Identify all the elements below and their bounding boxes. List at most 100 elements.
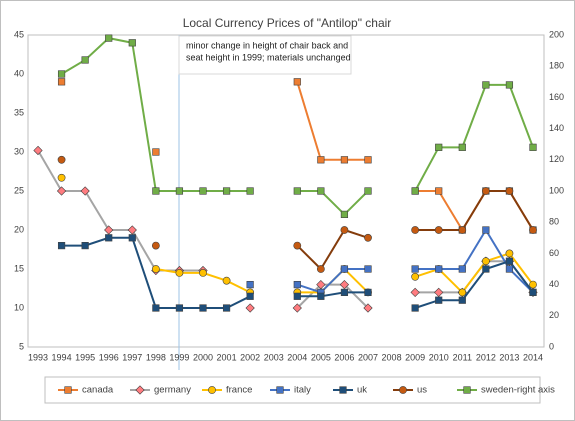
series-line (296, 228, 534, 294)
x-tick-label: 1995 (75, 352, 95, 362)
x-tick-label: 2000 (193, 352, 213, 362)
y-tick-label: 5 (19, 341, 24, 351)
data-point (105, 234, 113, 242)
chart-title: Local Currency Prices of "Antilop" chair (183, 16, 392, 30)
series-line (296, 190, 534, 271)
data-point (199, 304, 207, 312)
y2-tick-label: 200 (549, 29, 564, 39)
y2-tick-label: 120 (549, 154, 564, 164)
data-point (152, 304, 160, 312)
data-point (80, 186, 90, 196)
legend-label: canada (82, 385, 114, 396)
data-point (505, 257, 514, 265)
legend-marker (208, 386, 216, 394)
x-tick-label: 2001 (217, 352, 237, 362)
data-point (152, 187, 160, 195)
y-tick-label: 10 (14, 302, 24, 312)
data-point (458, 288, 467, 297)
data-point (293, 280, 301, 289)
data-point (339, 279, 350, 290)
x-tick-label: 2004 (287, 352, 307, 362)
data-point (529, 143, 537, 151)
x-tick-label: 1997 (122, 352, 142, 362)
legend-marker (64, 386, 72, 394)
data-point (481, 187, 490, 195)
data-point (175, 304, 184, 312)
data-point (411, 226, 420, 234)
data-point (33, 145, 43, 156)
data-point (317, 187, 325, 195)
data-point (529, 280, 537, 289)
data-point (245, 303, 255, 313)
x-tick-label: 2007 (358, 352, 378, 362)
data-point (151, 241, 160, 250)
data-point (56, 186, 67, 196)
data-point (340, 226, 349, 234)
data-point (57, 155, 66, 164)
data-point (458, 296, 466, 304)
data-point (434, 226, 443, 234)
y2-tick-label: 0 (549, 341, 554, 351)
data-point (482, 265, 490, 273)
data-point (458, 226, 467, 234)
y2-tick-label: 80 (549, 217, 559, 227)
data-point (363, 303, 373, 313)
data-point (340, 265, 349, 273)
plot-frame (27, 34, 545, 348)
data-point (505, 81, 514, 89)
x-tick-label: 2013 (499, 352, 519, 362)
data-point (529, 288, 537, 297)
x-tick-label: 1993 (28, 352, 48, 362)
data-point (246, 280, 254, 289)
legend-label: germany (154, 385, 191, 396)
data-point (104, 225, 114, 235)
data-point (175, 268, 184, 277)
data-point (316, 265, 325, 273)
data-point (293, 78, 301, 86)
data-point (435, 265, 443, 273)
data-point (364, 187, 372, 195)
data-point (481, 257, 490, 266)
x-tick-label: 2002 (240, 352, 260, 362)
x-tick-label: 2005 (311, 352, 331, 362)
data-point (128, 39, 136, 47)
y-tick-label: 25 (14, 185, 24, 195)
data-point (57, 242, 66, 250)
data-point (293, 292, 301, 300)
data-point (435, 187, 443, 195)
legend-label: france (226, 385, 252, 396)
x-tick-label: 2014 (523, 352, 543, 362)
annotation-text: minor change in height of chair back and (186, 40, 348, 50)
x-tick-label: 2006 (334, 352, 354, 362)
y-tick-label: 45 (14, 29, 24, 39)
data-point (340, 288, 349, 297)
x-tick-label: 1996 (99, 352, 119, 362)
data-point (364, 288, 372, 297)
x-tick-label: 2003 (264, 352, 284, 362)
data-point (127, 225, 137, 235)
annotation-box (178, 35, 352, 75)
data-point (410, 287, 420, 298)
x-tick-label: 2011 (453, 352, 472, 362)
data-point (199, 187, 207, 195)
x-tick-label: 1998 (146, 352, 166, 362)
legend-label: us (417, 385, 427, 396)
data-point (340, 210, 349, 219)
y-tick-label: 20 (14, 224, 24, 234)
data-point (57, 173, 66, 182)
data-point (364, 156, 372, 164)
data-point (81, 56, 89, 64)
legend-marker (276, 386, 284, 394)
x-tick-label: 2012 (476, 352, 496, 362)
data-point (81, 242, 89, 250)
data-point (435, 296, 443, 304)
data-point (505, 265, 514, 273)
y2-tick-label: 160 (549, 92, 564, 102)
data-point (435, 143, 443, 151)
x-tick-label: 1994 (52, 352, 72, 362)
x-tick-label: 1999 (169, 352, 189, 362)
data-point (222, 276, 231, 285)
data-point (482, 226, 490, 234)
data-point (199, 268, 207, 277)
data-point (57, 70, 66, 78)
